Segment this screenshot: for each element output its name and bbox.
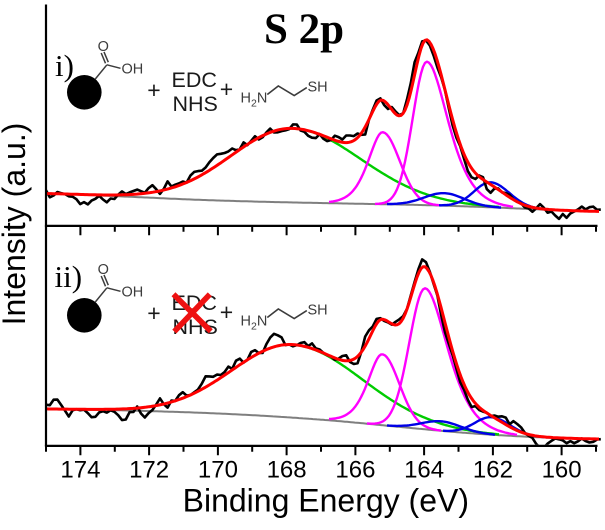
svg-text:O: O [98, 39, 109, 55]
svg-text:170: 170 [198, 457, 238, 484]
svg-text:+: + [220, 76, 233, 102]
svg-text:ii): ii) [55, 259, 83, 294]
svg-text:Intensity (a.u.): Intensity (a.u.) [0, 123, 32, 326]
svg-text:H2N: H2N [241, 90, 268, 109]
svg-text:172: 172 [129, 457, 169, 484]
svg-text:174: 174 [60, 457, 100, 484]
svg-text:i): i) [55, 48, 74, 83]
svg-text:SH: SH [308, 80, 328, 96]
svg-text:+: + [147, 300, 160, 326]
svg-text:EDC: EDC [172, 68, 217, 92]
svg-text:OH: OH [122, 62, 144, 78]
svg-text:Binding Energy (eV): Binding Energy (eV) [183, 483, 469, 519]
svg-text:S 2p: S 2p [264, 6, 344, 53]
svg-text:160: 160 [542, 457, 582, 484]
svg-text:NHS: NHS [173, 92, 218, 116]
svg-text:SH: SH [308, 303, 328, 319]
svg-text:H2N: H2N [241, 313, 268, 332]
svg-text:OH: OH [122, 285, 144, 301]
svg-text:O: O [98, 262, 109, 278]
svg-text:164: 164 [404, 457, 444, 484]
svg-text:162: 162 [473, 457, 513, 484]
svg-text:+: + [220, 299, 233, 325]
svg-text:168: 168 [267, 457, 307, 484]
svg-text:+: + [147, 77, 160, 103]
svg-text:166: 166 [335, 457, 375, 484]
